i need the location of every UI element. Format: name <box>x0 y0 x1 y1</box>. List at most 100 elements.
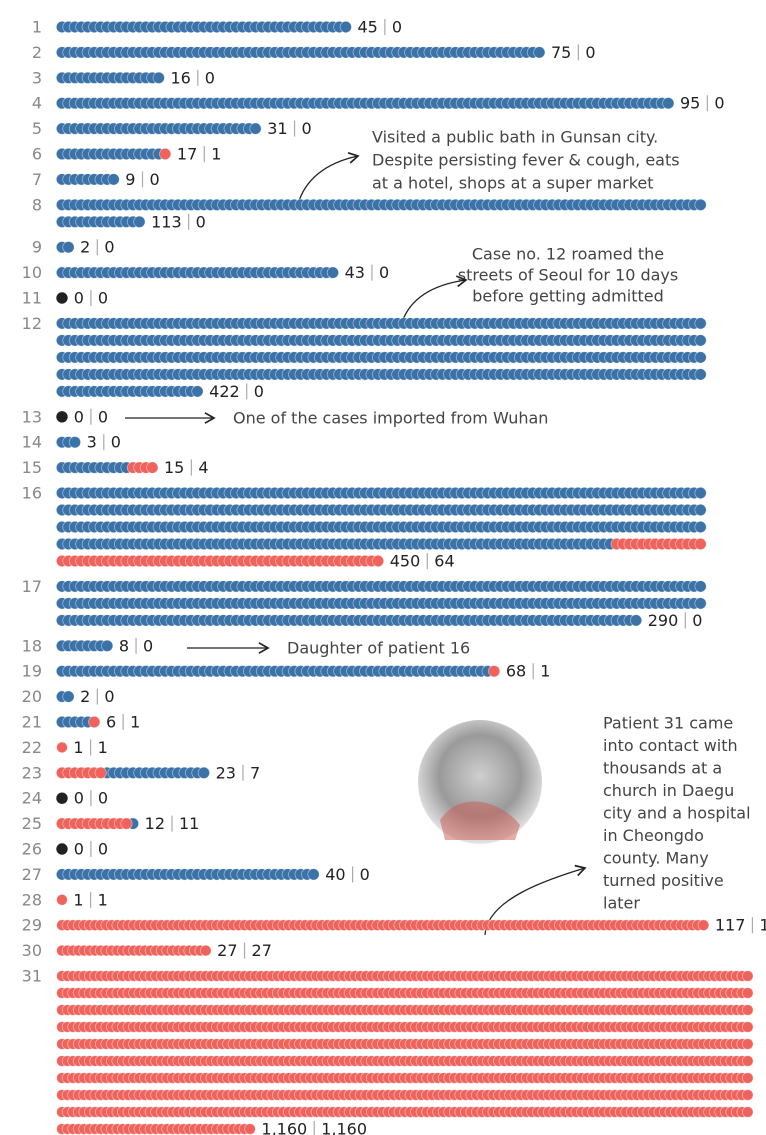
contact-dots <box>56 581 706 626</box>
dot <box>245 1124 256 1135</box>
patient-number: 4 <box>32 94 42 113</box>
contacts-label: 43 <box>345 263 365 282</box>
positive-dots <box>57 971 754 1135</box>
dot <box>695 335 706 346</box>
annotation-line: before getting admitted <box>472 287 664 306</box>
contacts-label: 450 <box>390 552 421 571</box>
contacts-label: 2 <box>80 238 90 257</box>
contacts-label: 6 <box>106 713 116 732</box>
contacts-label: 1 <box>73 738 83 757</box>
chart: Visited a public bath in Gunsan city. De… <box>0 0 766 1135</box>
patient-number: 20 <box>22 687 42 706</box>
positives-label: 0 <box>205 68 215 87</box>
dot <box>695 487 706 498</box>
patient-number: 5 <box>32 119 42 138</box>
positive-dots <box>57 920 709 931</box>
dot <box>153 72 164 83</box>
contacts-label: 0 <box>74 840 84 859</box>
patient-number: 11 <box>22 289 42 308</box>
dot <box>630 615 641 626</box>
contacts-label: 12 <box>145 814 165 833</box>
dot <box>134 216 145 227</box>
dot <box>200 945 211 956</box>
contact-dots <box>56 487 706 549</box>
positives-label: 27 <box>252 941 272 960</box>
annotation-line: Patient 31 came <box>603 714 733 733</box>
patient-number: 8 <box>32 195 42 214</box>
positives-label: 0 <box>360 865 370 884</box>
contacts-label: 45 <box>358 18 378 37</box>
contact-dots <box>56 869 319 880</box>
contacts-label: 95 <box>680 94 700 113</box>
positives-label: 0 <box>392 18 402 37</box>
annotation-line: church in Daegu <box>603 781 734 800</box>
contact-dots <box>56 242 74 253</box>
patient-number: 3 <box>32 68 42 87</box>
patient-number: 10 <box>22 263 42 282</box>
contact-dots <box>56 462 132 473</box>
positives-label: 0 <box>98 407 108 426</box>
dot <box>695 504 706 515</box>
zero-dot <box>56 843 67 854</box>
annotation-line: Case no. 12 roamed the <box>472 245 664 264</box>
positives-label: 0 <box>98 289 108 308</box>
positive-dots <box>56 818 132 829</box>
zero-dot <box>56 411 67 422</box>
contacts-label: 9 <box>125 170 135 189</box>
contact-dots <box>56 318 706 397</box>
dot <box>695 369 706 380</box>
positives-label: 7 <box>250 763 260 782</box>
contact-dots <box>56 148 164 159</box>
patient-number: 17 <box>22 577 42 596</box>
positive-dots <box>56 767 106 778</box>
contact-dots <box>56 98 674 109</box>
patient-number: 19 <box>22 662 42 681</box>
dot <box>63 242 74 253</box>
dot <box>488 666 499 677</box>
annotation: Daughter of patient 16 <box>187 639 470 658</box>
dot <box>695 581 706 592</box>
arrow <box>298 156 358 204</box>
patient-number: 15 <box>22 458 42 477</box>
contacts-label: 16 <box>170 68 190 87</box>
dot <box>57 742 68 753</box>
dot <box>742 1039 753 1050</box>
contacts-label: 68 <box>506 662 526 681</box>
annotation-line: Despite persisting fever & cough, eats <box>372 151 680 170</box>
positives-label: 11 <box>179 814 199 833</box>
contact-dots <box>56 640 113 651</box>
patient-number: 24 <box>22 789 42 808</box>
positive-dots <box>57 742 68 753</box>
contact-dots <box>56 716 93 727</box>
patient-number: 21 <box>22 713 42 732</box>
contact-dots <box>56 666 493 677</box>
contact-dots <box>56 437 80 448</box>
annotation-line: Visited a public bath in Gunsan city. <box>372 128 658 147</box>
patient-number: 16 <box>22 484 42 503</box>
contacts-label: 0 <box>74 789 84 808</box>
zero-dot <box>56 793 67 804</box>
patient-number: 13 <box>22 407 42 426</box>
contacts-label: 113 <box>151 212 182 231</box>
annotation-line: Daughter of patient 16 <box>287 639 470 658</box>
contacts-label: 27 <box>217 941 237 960</box>
positives-label: 0 <box>143 636 153 655</box>
contact-dots <box>56 21 351 32</box>
dot <box>160 148 171 159</box>
patient-number: 25 <box>22 814 42 833</box>
positives-label: 0 <box>111 433 121 452</box>
dot <box>69 437 80 448</box>
contacts-label: 117 <box>715 916 746 935</box>
dot <box>742 1073 753 1084</box>
patient-number: 28 <box>22 890 42 909</box>
patient-number: 12 <box>22 314 42 333</box>
dot <box>63 691 74 702</box>
positive-dots <box>89 716 100 727</box>
patient-number: 29 <box>22 916 42 935</box>
annotation-line: county. Many <box>603 849 709 868</box>
patient-number: 9 <box>32 238 42 257</box>
positives-label: 0 <box>196 212 206 231</box>
positive-dots <box>127 462 158 473</box>
dot <box>663 98 674 109</box>
dot <box>742 1090 753 1101</box>
